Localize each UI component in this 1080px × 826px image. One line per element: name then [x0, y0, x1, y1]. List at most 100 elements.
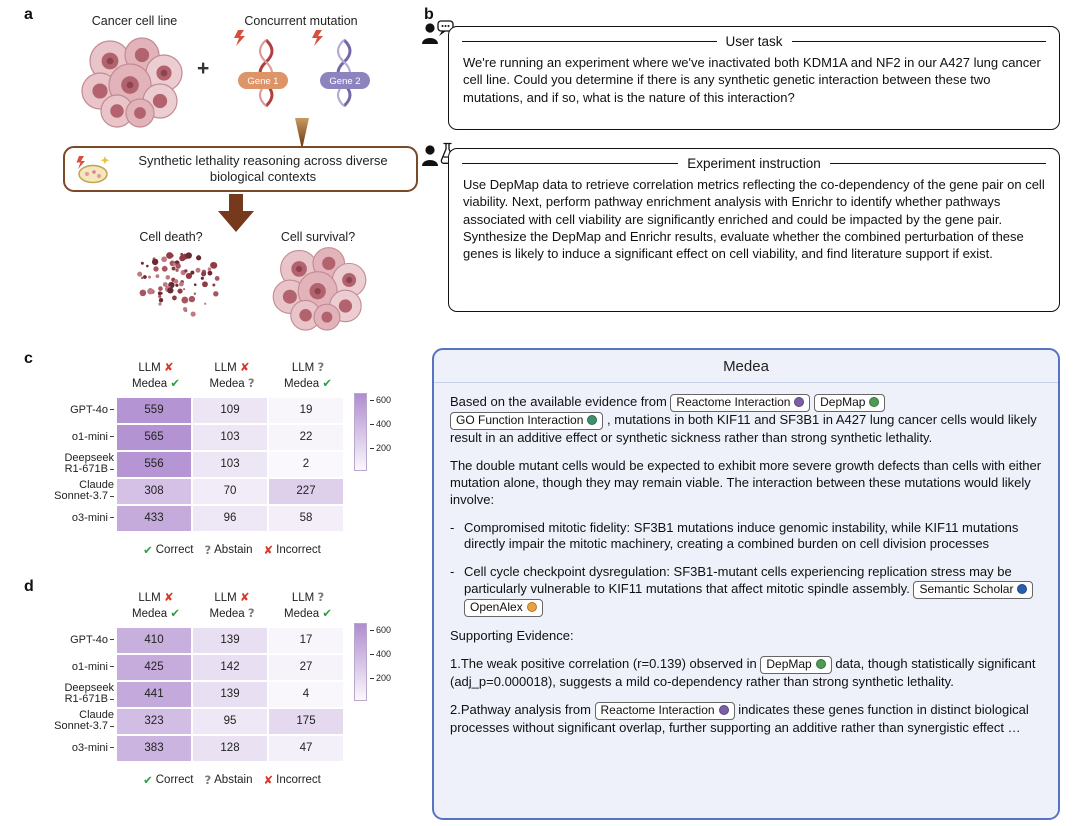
- heatmap-header: LLM ✘ Medea ✔ LLM ✘ Medea ? LLM ? Medea ✔: [118, 590, 430, 627]
- heatmap-grid: GPT-4o 410 139 17 o1-mini 425 142 27 Deepseek R1…: [30, 626, 430, 762]
- incorrect-mark: ✘: [163, 590, 174, 604]
- row-label: Claude Sonnet-3.7: [30, 479, 116, 503]
- correct-mark: ✔: [143, 772, 153, 787]
- heatmap-cell: 227: [268, 477, 344, 505]
- heatmap-cell: 142: [192, 653, 268, 681]
- heatmap-cell: 2: [268, 450, 344, 478]
- down-arrow-small-icon: [295, 118, 309, 146]
- legend-item: ✔ Correct: [143, 542, 194, 557]
- title-rule-right: [829, 163, 1046, 164]
- tool-chip-openalex: OpenAlex: [464, 599, 543, 618]
- heatmap-c: LLM ✘ Medea ✔ LLM ✘ Medea ? LLM ? Medea ✔ GPT-…: [30, 360, 430, 557]
- depmap-icon: [869, 397, 880, 407]
- medea-title: Medea: [434, 350, 1058, 383]
- correct-mark: ✔: [170, 605, 180, 620]
- heatmap-row: Claude Sonnet-3.7 323 95 175: [30, 707, 430, 735]
- incorrect-mark: ✘: [163, 360, 174, 374]
- go-function-icon: [587, 415, 598, 425]
- col-header-line: Medea ?: [209, 375, 255, 390]
- heatmap-cell: 556: [116, 450, 192, 478]
- petri-dish-icon: [76, 156, 110, 184]
- colorbar-tick: 600: [370, 396, 391, 405]
- heatmap-row: GPT-4o 559 109 19: [30, 396, 430, 424]
- numbered-body: The weak positive correlation (r=0.139) …: [450, 656, 1036, 690]
- incorrect-mark: ✘: [263, 772, 274, 787]
- panel-label-b: b: [424, 6, 434, 23]
- colorbar-tick: 600: [370, 626, 391, 635]
- tool-chip-label: DepMap: [766, 657, 812, 672]
- col-header-line: Medea ✔: [284, 605, 332, 620]
- heatmap-cell: 433: [116, 504, 192, 532]
- heatmap-row: Deepseek R1-671B 556 103 2: [30, 450, 430, 478]
- medea-body: Based on the available evidence from Rea…: [434, 383, 1058, 754]
- heatmap-cell: 323: [116, 707, 192, 735]
- tool-chip-reactome: Reactome Interaction: [594, 702, 735, 721]
- heatmap-cell: 95: [192, 707, 268, 735]
- correct-mark: ✔: [143, 542, 153, 557]
- tool-chip-reactome: Reactome Interaction: [670, 394, 811, 412]
- row-label: o1-mini: [30, 661, 116, 674]
- gene1-pill: Gene 1: [238, 72, 288, 89]
- row-label: o3-mini: [30, 742, 116, 755]
- experiment-instruction-box: Experiment instruction Use DepMap data t…: [448, 148, 1060, 312]
- lightning-icon: [312, 30, 323, 46]
- heatmap-cell: 559: [116, 396, 192, 424]
- incorrect-mark: ✘: [239, 360, 250, 374]
- abstain-mark: ?: [204, 542, 212, 557]
- heatmap-cell: 383: [116, 734, 192, 762]
- medea-block: The double mutant cells would be expecte…: [450, 457, 1042, 507]
- legend-item: ✘ Incorrect: [263, 772, 321, 787]
- heatmap-legend: ✔ Correct ? Abstain ✘ Incorrect: [118, 773, 346, 787]
- reactome-icon: [718, 705, 729, 716]
- openalex-icon: [526, 602, 537, 613]
- number-marker: 2.: [450, 702, 461, 718]
- colorbar-tick: 200: [370, 444, 391, 453]
- correct-mark: ✔: [322, 605, 332, 620]
- legend-item: ✔ Correct: [143, 772, 194, 787]
- col-header-line: Medea ✔: [132, 375, 180, 390]
- legend-item: ? Abstain: [204, 542, 253, 557]
- row-label: GPT-4o: [30, 404, 116, 417]
- heatmap-cell: 410: [116, 626, 192, 654]
- gene2-label: Gene 2: [329, 76, 360, 87]
- cell-survival-label: Cell survival?: [280, 230, 356, 244]
- cancer-cell-cluster-art: [81, 37, 183, 128]
- heatmap-d: LLM ✘ Medea ✔ LLM ✘ Medea ? LLM ? Medea ✔ GPT-…: [30, 590, 430, 787]
- bullet-marker: -: [450, 564, 455, 580]
- col-header-line: Medea ✔: [132, 605, 180, 620]
- tool-chip-label: Reactome Interaction: [676, 395, 791, 409]
- col-header-line: Medea ✔: [284, 375, 332, 390]
- tool-chip-scholar: Semantic Scholar: [913, 581, 1034, 600]
- colorbar-tick: 400: [370, 650, 391, 659]
- heatmap-cell: 96: [192, 504, 268, 532]
- colorbar-tick: 400: [370, 420, 391, 429]
- heatmap-row: Deepseek R1-671B 441 139 4: [30, 680, 430, 708]
- tool-chip-go: GO Function Interaction: [450, 412, 604, 430]
- col-header-line: LLM ✘: [214, 360, 250, 374]
- heatmap-cell: 27: [268, 653, 344, 681]
- heatmap-cell: 17: [268, 626, 344, 654]
- row-label: GPT-4o: [30, 634, 116, 647]
- panel-label-d: d: [24, 578, 34, 595]
- heatmap-cell: 139: [192, 626, 268, 654]
- cell-death-label: Cell death?: [139, 230, 203, 244]
- tool-chip-label: DepMap: [820, 395, 866, 409]
- panel-label-a: a: [24, 6, 33, 23]
- heatmap-row: GPT-4o 410 139 17: [30, 626, 430, 654]
- title-rule-right: [791, 41, 1047, 42]
- numbered-body: Pathway analysis from Reactome Interacti…: [450, 702, 1029, 736]
- medea-block: - Cell cycle checkpoint dysregulation: SF…: [450, 564, 1042, 618]
- heatmap-cell: 441: [116, 680, 192, 708]
- panel-label-c: c: [24, 350, 33, 367]
- bullet-body: Cell cycle checkpoint dysregulation: SF3…: [464, 564, 1042, 618]
- heatmap-cell: 103: [192, 423, 268, 451]
- row-label: Claude Sonnet-3.7: [30, 709, 116, 733]
- correct-mark: ✔: [170, 375, 180, 390]
- heatmap-row: o1-mini 425 142 27: [30, 653, 430, 681]
- abstain-mark: ?: [317, 590, 325, 604]
- cancer-cell-line-label: Cancer cell line: [91, 14, 178, 28]
- heatmap-cell: 139: [192, 680, 268, 708]
- heatmap-col-header: LLM ? Medea ✔: [270, 360, 346, 397]
- abstain-mark: ?: [247, 605, 255, 620]
